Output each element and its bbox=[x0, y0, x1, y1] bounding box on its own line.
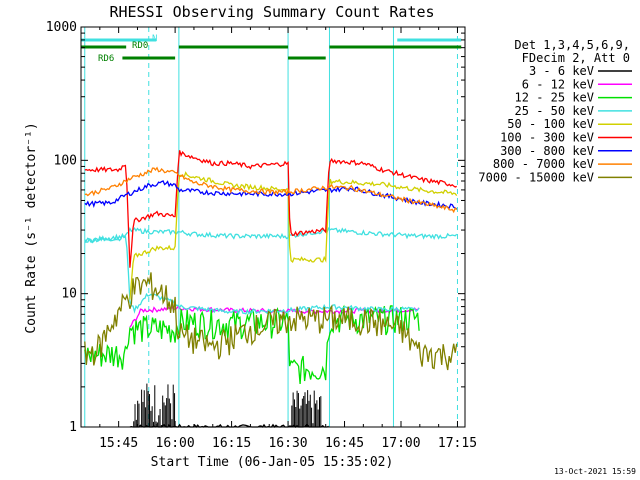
legend-label: 25 - 50 keV bbox=[515, 104, 594, 118]
x-tick-label: 15:45 bbox=[99, 436, 138, 451]
y-tick-label: 1000 bbox=[46, 20, 77, 35]
legend: Det 1,3,4,5,6,9,FDecim 2, Att 03 - 6 keV… bbox=[478, 38, 632, 184]
series-line-800to7000kev bbox=[84, 166, 458, 214]
x-axis-label: Start Time (06-Jan-05 15:35:02) bbox=[151, 455, 394, 470]
chart-title: RHESSI Observing Summary Count Rates bbox=[109, 3, 434, 21]
y-tick-label: 100 bbox=[54, 153, 77, 168]
legend-header: FDecim 2, Att 0 bbox=[522, 51, 630, 65]
legend-header: Det 1,3,4,5,6,9, bbox=[514, 38, 630, 52]
x-tick-label: 17:15 bbox=[438, 436, 477, 451]
flag-label-rd6: RD6 bbox=[98, 54, 114, 64]
legend-label: 3 - 6 keV bbox=[529, 64, 594, 78]
legend-label: 12 - 25 keV bbox=[515, 91, 594, 105]
plot-area: N RD0 RD6 bbox=[81, 27, 462, 429]
x-tick-label: 17:00 bbox=[381, 436, 420, 451]
flag-label-rd0: RD0 bbox=[132, 41, 148, 51]
legend-label: 50 - 100 keV bbox=[507, 117, 594, 131]
legend-label: 800 - 7000 keV bbox=[493, 157, 594, 171]
series-line-25to50kev bbox=[84, 233, 420, 316]
legend-label: 7000 - 15000 keV bbox=[478, 170, 594, 184]
series-line-100to300kev bbox=[84, 150, 457, 268]
legend-label: 100 - 300 keV bbox=[500, 131, 594, 145]
x-tick-label: 16:15 bbox=[212, 436, 251, 451]
series-line-25to50kev-b bbox=[84, 226, 458, 244]
x-tick-label: 16:45 bbox=[325, 436, 364, 451]
flag-label-n: N bbox=[152, 34, 157, 44]
timestamp: 13-Oct-2021 15:59 bbox=[554, 467, 636, 476]
x-tick-label: 16:00 bbox=[156, 436, 195, 451]
legend-label: 6 - 12 keV bbox=[522, 77, 594, 91]
x-tick-label: 16:30 bbox=[268, 436, 307, 451]
series-line-7000to15000kev bbox=[84, 272, 458, 371]
y-axis-label: Count Rate (s⁻¹ detector⁻¹) bbox=[24, 122, 39, 333]
series-line-12to25kev bbox=[84, 304, 420, 384]
y-tick-label: 10 bbox=[61, 287, 77, 302]
y-axis: 1 10 100 1000 bbox=[46, 20, 465, 435]
series-line-300to800kev bbox=[84, 180, 458, 210]
legend-label: 300 - 800 keV bbox=[500, 144, 594, 158]
x-axis: 15:45 16:00 16:15 16:30 16:45 17:00 17:15 bbox=[80, 27, 477, 451]
plot-frame bbox=[80, 26, 466, 428]
series-line-50to100kev bbox=[129, 171, 458, 300]
y-tick-label: 1 bbox=[69, 420, 77, 435]
